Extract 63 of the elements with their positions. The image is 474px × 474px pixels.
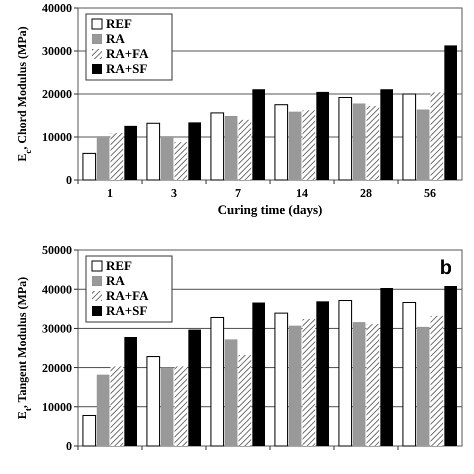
x-tick-label: 56 — [424, 186, 436, 200]
legend-label: REF — [106, 258, 132, 273]
bar — [160, 137, 174, 180]
bar — [416, 109, 430, 180]
bar — [188, 330, 202, 446]
y-tick-label: 10000 — [42, 400, 72, 414]
legend-label: RA+FA — [106, 288, 150, 303]
legend-label: RA+SF — [106, 303, 148, 318]
x-axis-title: Curing time (days) — [218, 202, 322, 217]
bar — [352, 103, 366, 180]
bar — [110, 366, 124, 446]
bar — [252, 302, 266, 446]
y-tick-label: 40000 — [42, 282, 72, 296]
y-tick-label: 50000 — [42, 243, 72, 258]
y-tick-label: 10000 — [42, 130, 72, 144]
y-tick-label: 40000 — [42, 1, 72, 16]
bar — [188, 122, 202, 180]
y-tick-label: 30000 — [42, 44, 72, 58]
x-tick-label: 1 — [107, 186, 113, 200]
y-tick-label: 30000 — [42, 322, 72, 336]
bar — [252, 89, 266, 180]
bar — [366, 324, 380, 446]
x-tick-label: 14 — [296, 186, 308, 200]
legend-label: RA+FA — [106, 46, 150, 61]
annotation: b — [440, 257, 452, 279]
x-tick-label: 3 — [171, 186, 177, 200]
legend-label: RA — [106, 31, 126, 46]
bar — [444, 45, 458, 180]
legend-label: RA+SF — [106, 61, 148, 76]
bar — [430, 316, 444, 446]
bar — [316, 92, 330, 180]
bar — [288, 326, 302, 446]
legend-label: RA — [106, 273, 126, 288]
bar — [124, 337, 138, 446]
bar — [224, 339, 238, 446]
bar — [352, 322, 366, 446]
bar — [160, 368, 174, 446]
bar — [96, 137, 110, 180]
y-tick-label: 20000 — [42, 87, 72, 102]
bar — [416, 326, 430, 446]
y-tick-label: 0 — [66, 173, 72, 188]
bar — [366, 106, 380, 180]
bar — [110, 133, 124, 180]
bar — [238, 120, 252, 180]
bar — [380, 89, 394, 180]
bar — [380, 288, 394, 446]
x-tick-label: 7 — [235, 186, 241, 200]
bar — [444, 286, 458, 446]
bar — [288, 112, 302, 180]
legend-label: REF — [106, 16, 132, 31]
bar — [302, 110, 316, 180]
y-tick-label: 0 — [66, 439, 72, 454]
bar — [96, 374, 110, 446]
bar — [302, 318, 316, 446]
bar — [430, 92, 444, 180]
x-tick-label: 28 — [360, 186, 372, 200]
bar — [224, 116, 238, 180]
bar — [316, 301, 330, 446]
bar — [124, 126, 138, 180]
bar — [174, 142, 188, 180]
bar — [238, 355, 252, 446]
bar — [174, 366, 188, 446]
y-tick-label: 20000 — [42, 360, 72, 375]
